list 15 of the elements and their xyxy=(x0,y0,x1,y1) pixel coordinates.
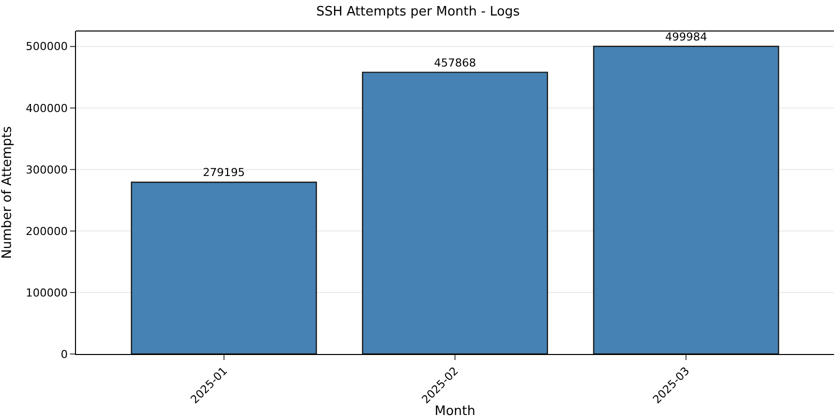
y-tick-label: 200000 xyxy=(26,224,68,238)
y-tick-label: 100000 xyxy=(26,286,68,300)
bar xyxy=(362,72,548,354)
chart-title: SSH Attempts per Month - Logs xyxy=(316,4,520,20)
y-tick-label: 300000 xyxy=(26,163,68,176)
x-axis-title: Month xyxy=(434,404,476,419)
data-label: 457868 xyxy=(434,56,476,70)
bar xyxy=(130,182,317,354)
y-tick-label: 0 xyxy=(60,348,68,361)
data-label: 499984 xyxy=(665,30,708,44)
bar xyxy=(593,46,780,354)
y-tick-label: 400000 xyxy=(26,102,68,115)
y-axis-title: Number of Attempts xyxy=(0,126,15,259)
data-label: 279195 xyxy=(202,166,245,180)
y-tick-label: 500000 xyxy=(26,40,68,54)
